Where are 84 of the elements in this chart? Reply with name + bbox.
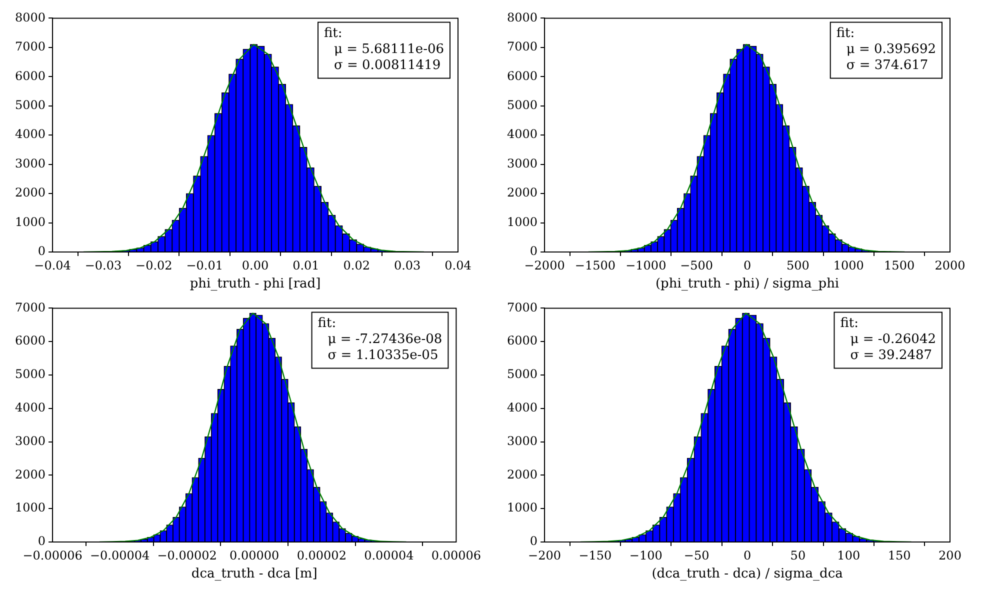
y-tick-label: 2000: [506, 186, 538, 200]
y-tick-label: 5000: [14, 367, 46, 382]
x-tick-label: 200: [938, 548, 962, 562]
x-tick-label: −150: [578, 548, 612, 562]
x-tick-label: −0.02: [136, 258, 172, 272]
x-tick-label: 1500: [884, 258, 915, 272]
annotation: fit:: [324, 26, 342, 42]
y-tick-label: 5000: [14, 98, 46, 112]
x-tick-label: −0.04: [34, 258, 72, 272]
y-tick-label: 1000: [14, 214, 46, 229]
y-tick-label: 2000: [14, 467, 46, 482]
x-tick-label: −0.00006: [22, 548, 82, 562]
x-tick-label: −1000: [626, 258, 666, 272]
x-tick-label: −100: [629, 548, 662, 562]
x-tick-label: −2000: [524, 258, 565, 272]
x-tick-label: 0.02: [343, 258, 370, 272]
x-tick-label: 50: [790, 548, 806, 562]
annotation: fit:: [318, 316, 336, 332]
y-tick-label: 3000: [506, 434, 538, 448]
x-axis-title: (phi_truth - phi) / sigma_phi: [655, 276, 840, 292]
x-tick-label: 500: [786, 258, 810, 272]
y-tick-label: 0: [38, 244, 46, 258]
x-tick-label: 1000: [833, 258, 864, 272]
y-tick-label: 0: [530, 534, 538, 548]
x-tick-label: 0.00006: [431, 548, 481, 562]
y-tick-label: 8000: [14, 10, 46, 24]
x-tick-label: −50: [684, 548, 710, 562]
x-tick-label: −0.01: [186, 258, 223, 272]
annotation: σ = 374.617: [846, 58, 928, 74]
y-tick-label: 7000: [14, 40, 46, 54]
y-tick-label: 6000: [506, 68, 538, 83]
x-tick-label: 0.03: [394, 258, 421, 272]
y-tick-label: 5000: [506, 367, 538, 382]
y-tick-label: 1000: [14, 500, 46, 515]
y-tick-label: 6000: [506, 334, 538, 348]
y-tick-label: 0: [38, 534, 46, 548]
x-tick-label: 0: [743, 258, 752, 272]
y-tick-label: 4000: [506, 400, 538, 415]
annotation: μ = -0.26042: [850, 332, 936, 348]
y-tick-label: 7000: [506, 40, 538, 54]
annotation: fit:: [840, 316, 859, 332]
y-tick-label: 1000: [506, 500, 538, 515]
y-tick-label: 0: [530, 244, 538, 258]
y-tick-label: 1000: [506, 214, 538, 229]
y-tick-label: 4000: [14, 400, 46, 415]
x-axis-title: phi_truth - phi [rad]: [190, 276, 321, 292]
x-tick-label: 0.01: [292, 258, 320, 272]
y-tick-label: 2000: [506, 467, 538, 482]
x-axis-title: dca_truth - dca [m]: [191, 566, 318, 582]
x-tick-label: −500: [680, 258, 714, 272]
annotation: fit:: [836, 26, 855, 42]
y-tick-label: 8000: [506, 10, 538, 24]
x-tick-label: 150: [888, 548, 911, 562]
y-tick-label: 5000: [506, 98, 538, 112]
annotation: σ = 0.00811419: [334, 58, 441, 74]
annotation: σ = 39.2487: [850, 348, 932, 364]
y-tick-label: 7000: [506, 300, 538, 314]
y-tick-label: 2000: [14, 186, 46, 200]
y-tick-label: 4000: [14, 127, 46, 142]
annotation: μ = -7.27436e-08: [328, 332, 442, 348]
x-tick-label: 2000: [934, 258, 966, 272]
y-tick-label: 3000: [14, 156, 46, 170]
x-tick-label: 0.00004: [364, 548, 414, 562]
annotation: μ = 0.395692: [846, 42, 936, 58]
x-tick-label: 0.00: [242, 258, 269, 272]
x-tick-label: 0.00000: [230, 548, 280, 562]
y-tick-label: 4000: [506, 127, 538, 142]
y-tick-label: 6000: [14, 334, 46, 348]
x-tick-label: −1500: [574, 258, 616, 272]
x-tick-label: 0.04: [444, 258, 472, 272]
x-tick-label: 0: [743, 548, 752, 562]
annotation: σ = 1.10335e-05: [328, 348, 438, 364]
annotation: μ = 5.68111e-06: [334, 42, 444, 58]
x-tick-label: −0.00004: [90, 548, 150, 562]
x-tick-label: −0.00002: [157, 548, 217, 562]
x-tick-label: −200: [528, 548, 562, 562]
x-tick-label: −0.03: [84, 258, 122, 272]
y-tick-label: 3000: [14, 434, 46, 448]
y-tick-label: 6000: [14, 68, 46, 83]
x-tick-label: 0.00002: [296, 548, 346, 562]
x-tick-label: 100: [837, 548, 860, 562]
y-tick-label: 7000: [14, 300, 46, 314]
y-tick-label: 3000: [506, 156, 538, 170]
x-axis-title: (dca_truth - dca) / sigma_dca: [652, 566, 844, 582]
